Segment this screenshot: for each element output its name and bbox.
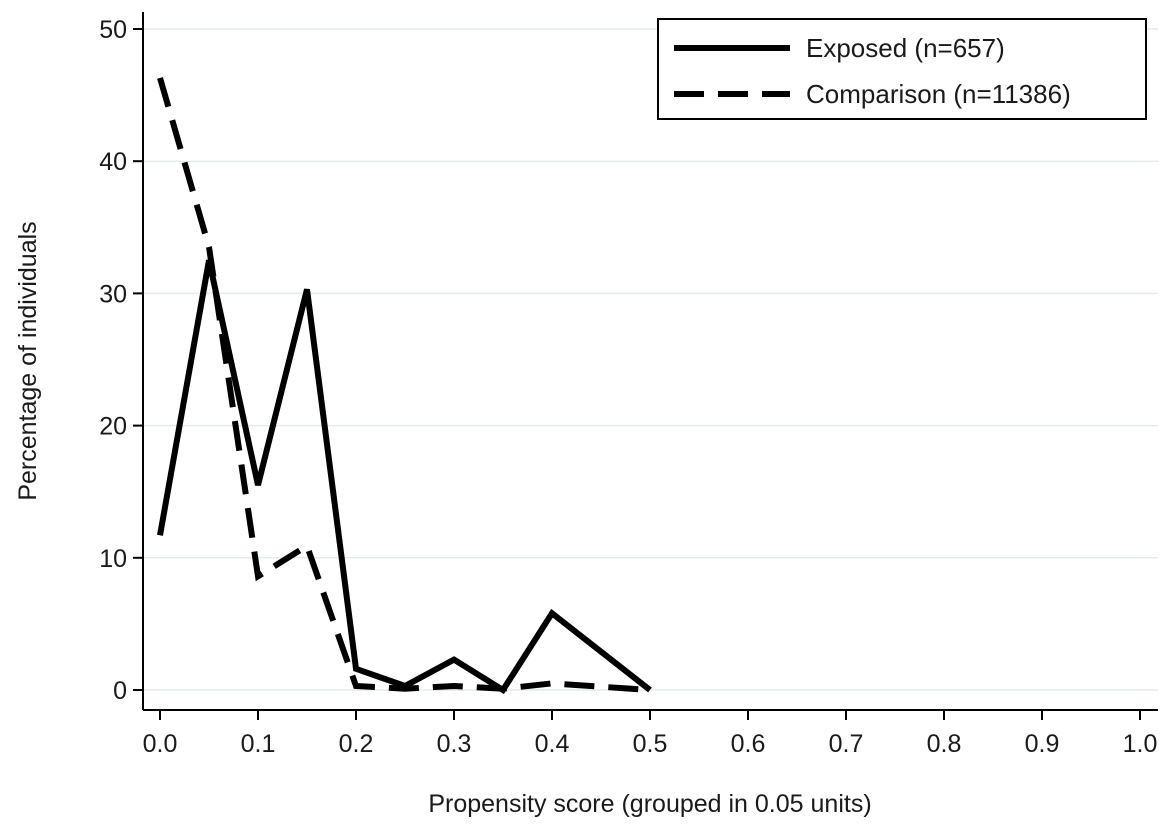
x-tick-label: 0.5	[633, 730, 668, 758]
x-tick-label: 0.2	[339, 730, 374, 758]
y-tick-label: 10	[99, 545, 127, 573]
ticks: 0 10 20 30 40 50 0.0 0.1 0.2 0.3 0.4 0.5 0.6 0.7 0.8 0.…	[99, 16, 1157, 758]
x-tick-label: 0.6	[731, 730, 766, 758]
x-axis-title: Propensity score (grouped in 0.05 units)	[428, 790, 871, 818]
x-tick-label: 0.9	[1025, 730, 1060, 758]
legend-box	[657, 18, 1147, 120]
series	[157, 77, 652, 695]
y-tick-label: 30	[99, 280, 127, 308]
y-tick-label: 20	[99, 413, 127, 441]
gridlines	[143, 28, 1158, 691]
x-tick-label: 0.4	[535, 730, 570, 758]
x-tick-label: 0.1	[241, 730, 276, 758]
y-tick-label: 50	[99, 16, 127, 44]
legend: Exposed (n=657) Comparison (n=11386)	[657, 18, 1147, 120]
series-line-exposed	[157, 259, 652, 695]
legend-label-comparison: Comparison (n=11386)	[806, 79, 1071, 109]
series-line-comparison	[157, 77, 651, 693]
x-tick-label: 0.7	[829, 730, 864, 758]
x-tick-label: 1.0	[1123, 730, 1158, 758]
legend-label-exposed: Exposed (n=657)	[806, 33, 1005, 63]
y-tick-label: 0	[113, 677, 127, 705]
x-tick-label: 0.8	[927, 730, 962, 758]
comparison-point	[304, 543, 310, 549]
x-tick-label: 0.0	[143, 730, 178, 758]
y-tick-label: 40	[99, 148, 127, 176]
x-tick-label: 0.3	[437, 730, 472, 758]
y-axis-title: Percentage of individuals	[14, 221, 42, 500]
